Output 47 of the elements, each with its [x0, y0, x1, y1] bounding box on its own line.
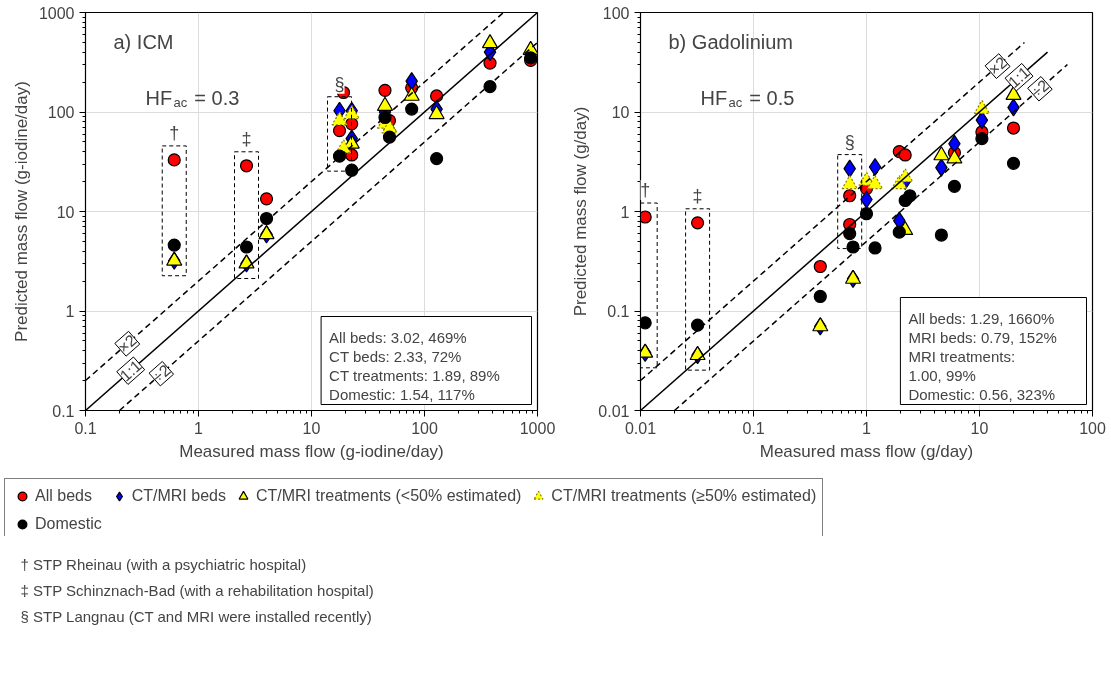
annotation: ‡	[241, 128, 252, 149]
text: 1:1	[116, 356, 145, 385]
x-tick-label: 100	[411, 419, 438, 437]
x-tick-label: 1	[194, 419, 204, 437]
x-tick-label: 10	[302, 419, 321, 437]
x-axis-title: Measured mass flow (g/day)	[759, 441, 974, 461]
text: ×2	[114, 331, 140, 357]
text: § STP Langnau (CT and MRI were installed recently)	[20, 608, 372, 625]
annotation: †	[169, 122, 180, 143]
legend-label: ÷2	[149, 361, 174, 386]
y-tick-label: 1	[620, 203, 630, 221]
x-tick-label: 0.1	[742, 419, 765, 437]
x-axis-title: Measured mass flow (g-iodine/day)	[179, 441, 444, 461]
y-axis-title: Predicted mass flow (g-iodine/day)	[11, 81, 31, 342]
text: ×2	[985, 53, 1011, 79]
x-tick-label: 0.1	[74, 419, 97, 437]
text: ‡ STP Schinznach-Bad (with a rehabilitation hospital)	[20, 582, 374, 599]
legend-label: Domestic	[35, 515, 102, 533]
annotation: †	[640, 180, 651, 201]
x-tick-label: 100	[1079, 419, 1106, 437]
text: † STP Rheinau (with a psychiatric hospital)	[20, 556, 307, 573]
text: b) Gadolinium	[668, 30, 794, 53]
y-tick-label: 0.1	[52, 402, 75, 420]
y-tick-label: 10	[56, 203, 75, 221]
y-axis-title: Predicted mass flow (g/day)	[571, 106, 591, 317]
text: a) ICM	[113, 30, 174, 53]
legend-label: All beds	[35, 487, 92, 505]
y-tick-label: 0.1	[607, 303, 630, 320]
annotation: All beds: 1.29, 1660% MRI beds: 0.79, 152% MRI treatments: 1.00, 99% Domestic: 0.56, 323%	[908, 310, 1057, 403]
x-tick-label: 1	[862, 419, 872, 437]
y-tick-label: 0.01	[598, 402, 630, 420]
y-tick-label: 100	[47, 104, 75, 121]
annotation: §	[334, 73, 345, 94]
legend-label: CT/MRI beds	[131, 487, 226, 505]
annotation: §	[844, 131, 855, 152]
x-tick-label: 1000	[519, 419, 556, 437]
y-tick-label: 1000	[38, 4, 75, 22]
x-tick-label: 10	[970, 419, 989, 437]
annotation: ‡	[692, 185, 703, 206]
legend-label: CT/MRI treatments (<50% estimated)	[255, 487, 522, 505]
y-tick-label: 10	[611, 104, 630, 121]
y-tick-label: 100	[602, 4, 630, 22]
annotation: All beds: 3.02, 469% CT beds: 2.33, 72% CT treatments: 1.89, 89% Domestic: 1.54, 117%	[329, 329, 500, 403]
text: ÷2	[1027, 76, 1053, 101]
legend-label: CT/MRI treatments (≥50% estimated)	[551, 487, 817, 505]
y-tick-label: 1	[65, 303, 75, 320]
x-tick-label: 0.01	[624, 419, 657, 437]
